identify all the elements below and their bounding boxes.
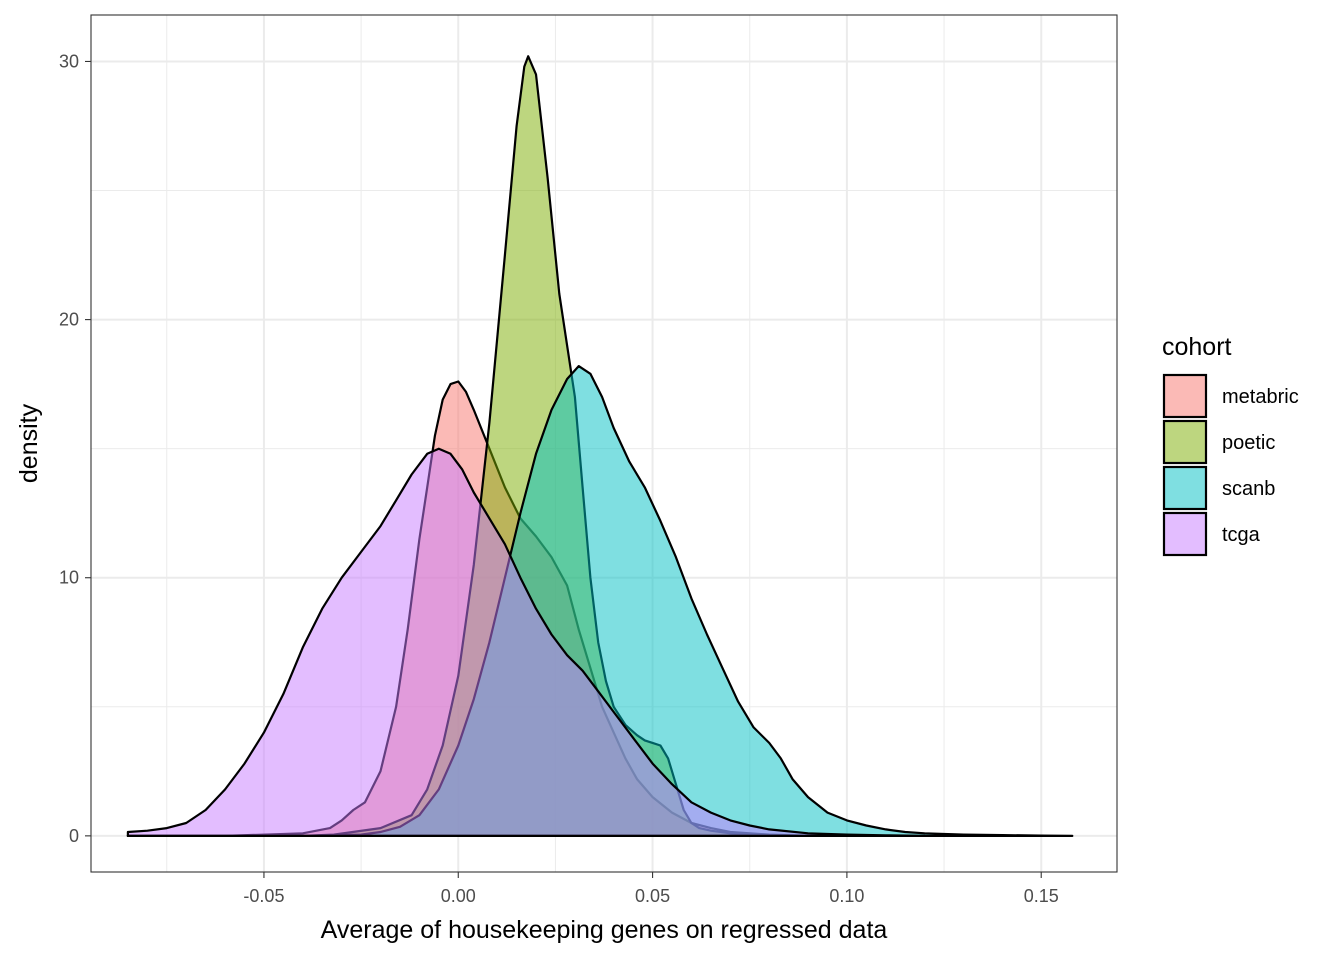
y-tick-label: 0 [69, 826, 79, 846]
y-axis-title: density [15, 403, 43, 483]
x-tick-label: 0.05 [635, 886, 670, 906]
legend-label-scanb: scanb [1222, 478, 1275, 500]
panel-border [90, 14, 1118, 873]
legend-label-poetic: poetic [1222, 432, 1275, 454]
x-tick-label: 0.00 [441, 886, 476, 906]
x-axis-ticks: -0.05 0.00 0.05 0.10 0.15 [243, 872, 1059, 906]
legend-key-scanb [1162, 465, 1208, 511]
y-tick-label: 10 [59, 568, 79, 588]
legend-key-tcga [1162, 511, 1208, 557]
legend-key-poetic [1162, 419, 1208, 465]
legend-key-metabric [1162, 373, 1208, 419]
legend: cohort metabric poetic scanb tcga [1162, 333, 1299, 557]
y-tick-label: 20 [59, 310, 79, 330]
x-tick-label: 0.10 [829, 886, 864, 906]
legend-label-tcga: tcga [1222, 524, 1261, 546]
legend-label-metabric: metabric [1222, 386, 1299, 408]
y-tick-label: 30 [59, 51, 79, 71]
legend-title: cohort [1162, 333, 1232, 361]
density-areas [126, 55, 1074, 837]
x-tick-label: -0.05 [243, 886, 284, 906]
x-axis-title: Average of housekeeping genes on regress… [321, 916, 888, 944]
y-axis-ticks: 0 10 20 30 [59, 51, 91, 846]
density-area-tcga [126, 447, 926, 837]
x-tick-label: 0.15 [1024, 886, 1059, 906]
